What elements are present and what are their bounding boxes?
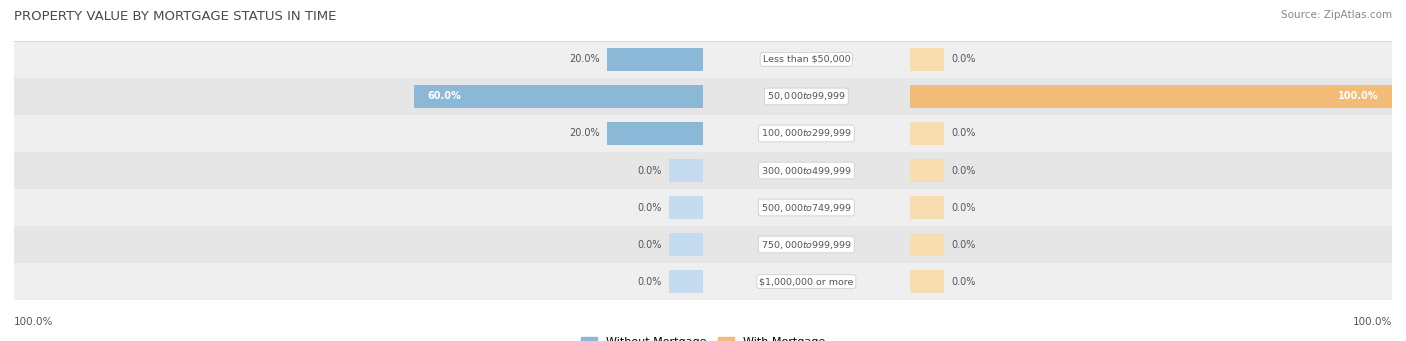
Text: PROPERTY VALUE BY MORTGAGE STATUS IN TIME: PROPERTY VALUE BY MORTGAGE STATUS IN TIM… [14,10,336,23]
Text: 0.0%: 0.0% [950,203,976,212]
Legend: Without Mortgage, With Mortgage: Without Mortgage, With Mortgage [576,332,830,341]
Bar [14,115,1392,152]
Text: 100.0%: 100.0% [1353,317,1392,327]
Bar [910,159,945,182]
Text: 100.0%: 100.0% [1337,91,1378,102]
Bar [669,196,703,219]
Text: $750,000 to $999,999: $750,000 to $999,999 [761,239,852,251]
Text: $100,000 to $299,999: $100,000 to $299,999 [761,128,852,139]
Text: $300,000 to $499,999: $300,000 to $499,999 [761,164,852,177]
Text: $500,000 to $749,999: $500,000 to $749,999 [761,202,852,213]
Bar [910,48,945,71]
Bar [910,270,945,293]
Text: 0.0%: 0.0% [637,203,662,212]
Text: 20.0%: 20.0% [569,55,599,64]
Bar [910,122,945,145]
Bar [14,41,1392,78]
Text: 0.0%: 0.0% [637,277,662,286]
Bar [14,189,1392,226]
Bar [910,233,945,256]
Text: 60.0%: 60.0% [427,91,461,102]
Text: Source: ZipAtlas.com: Source: ZipAtlas.com [1281,10,1392,20]
Text: 0.0%: 0.0% [950,277,976,286]
Bar [910,196,945,219]
Text: 20.0%: 20.0% [569,129,599,138]
Text: 0.0%: 0.0% [950,129,976,138]
Text: $50,000 to $99,999: $50,000 to $99,999 [766,90,846,102]
Bar [14,78,1392,115]
Bar [910,85,1392,108]
Text: $1,000,000 or more: $1,000,000 or more [759,277,853,286]
Text: Less than $50,000: Less than $50,000 [762,55,851,64]
Bar [606,48,703,71]
Bar [669,270,703,293]
Text: 100.0%: 100.0% [14,317,53,327]
Text: 0.0%: 0.0% [637,165,662,176]
Bar [14,152,1392,189]
Bar [413,85,703,108]
Bar [14,226,1392,263]
Bar [14,263,1392,300]
Bar [606,122,703,145]
Bar [669,233,703,256]
Text: 0.0%: 0.0% [637,239,662,250]
Text: 0.0%: 0.0% [950,165,976,176]
Bar [669,159,703,182]
Text: 0.0%: 0.0% [950,55,976,64]
Text: 0.0%: 0.0% [950,239,976,250]
